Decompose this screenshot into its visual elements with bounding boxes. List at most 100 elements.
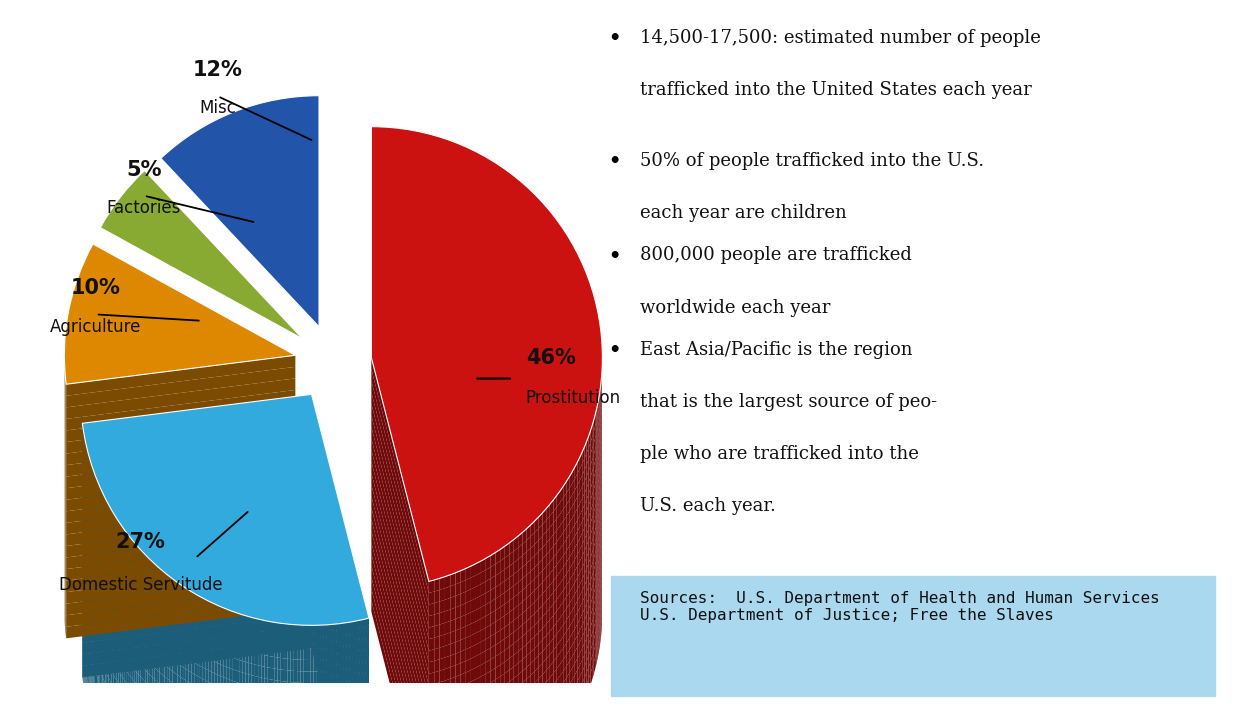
Polygon shape xyxy=(186,634,189,647)
Polygon shape xyxy=(252,618,255,630)
Polygon shape xyxy=(154,679,157,693)
Polygon shape xyxy=(239,613,242,626)
Polygon shape xyxy=(575,693,578,710)
Polygon shape xyxy=(439,669,445,682)
Polygon shape xyxy=(307,648,310,660)
Polygon shape xyxy=(104,553,105,568)
Polygon shape xyxy=(363,711,365,724)
Polygon shape xyxy=(227,702,230,714)
Polygon shape xyxy=(450,700,455,713)
Polygon shape xyxy=(149,560,152,573)
Polygon shape xyxy=(445,702,450,716)
Polygon shape xyxy=(527,663,531,679)
Polygon shape xyxy=(175,708,178,721)
Polygon shape xyxy=(100,498,101,513)
Polygon shape xyxy=(589,547,590,563)
Polygon shape xyxy=(104,518,105,533)
Polygon shape xyxy=(146,636,148,650)
Polygon shape xyxy=(111,660,114,675)
Polygon shape xyxy=(130,618,132,632)
Polygon shape xyxy=(518,637,522,652)
Polygon shape xyxy=(206,715,209,725)
Polygon shape xyxy=(347,668,349,681)
Polygon shape xyxy=(589,500,590,518)
Polygon shape xyxy=(569,657,573,674)
Polygon shape xyxy=(183,667,186,681)
Polygon shape xyxy=(580,660,582,676)
Polygon shape xyxy=(578,492,580,508)
Polygon shape xyxy=(180,631,183,644)
Polygon shape xyxy=(230,680,233,692)
Polygon shape xyxy=(553,530,557,546)
Polygon shape xyxy=(200,712,202,725)
Polygon shape xyxy=(137,579,138,594)
Polygon shape xyxy=(100,533,101,547)
Polygon shape xyxy=(97,561,99,576)
Polygon shape xyxy=(349,703,353,715)
Polygon shape xyxy=(135,554,137,568)
Polygon shape xyxy=(589,674,590,690)
Polygon shape xyxy=(522,645,527,660)
Polygon shape xyxy=(114,547,115,562)
Polygon shape xyxy=(586,621,589,638)
Polygon shape xyxy=(122,689,125,703)
Polygon shape xyxy=(550,569,553,585)
Polygon shape xyxy=(371,427,429,662)
Polygon shape xyxy=(455,617,460,631)
Polygon shape xyxy=(547,550,550,566)
Polygon shape xyxy=(159,626,162,639)
Polygon shape xyxy=(197,722,200,725)
Polygon shape xyxy=(110,715,111,725)
Polygon shape xyxy=(543,636,547,652)
Polygon shape xyxy=(173,579,175,592)
Polygon shape xyxy=(543,589,547,605)
Polygon shape xyxy=(550,581,553,597)
Polygon shape xyxy=(143,714,146,725)
Polygon shape xyxy=(595,502,596,519)
Polygon shape xyxy=(573,513,575,530)
Polygon shape xyxy=(117,542,118,556)
Polygon shape xyxy=(471,679,476,693)
Polygon shape xyxy=(557,537,560,553)
Polygon shape xyxy=(569,484,573,500)
Polygon shape xyxy=(527,698,531,713)
Polygon shape xyxy=(481,662,486,676)
Polygon shape xyxy=(363,700,365,712)
Polygon shape xyxy=(110,692,111,706)
Polygon shape xyxy=(175,696,178,710)
Polygon shape xyxy=(107,663,109,678)
Polygon shape xyxy=(115,620,117,634)
Polygon shape xyxy=(67,390,295,431)
Polygon shape xyxy=(500,546,505,561)
Polygon shape xyxy=(118,568,121,581)
Polygon shape xyxy=(513,697,518,713)
Polygon shape xyxy=(180,700,183,713)
Polygon shape xyxy=(154,599,157,613)
Polygon shape xyxy=(590,507,592,523)
Polygon shape xyxy=(138,559,141,573)
Polygon shape xyxy=(522,702,527,717)
Polygon shape xyxy=(455,663,460,676)
Polygon shape xyxy=(471,563,476,578)
Polygon shape xyxy=(148,615,149,629)
Polygon shape xyxy=(100,718,101,725)
Text: Factories: Factories xyxy=(106,199,181,217)
Polygon shape xyxy=(539,652,543,667)
Polygon shape xyxy=(439,716,445,725)
Polygon shape xyxy=(104,634,105,649)
Polygon shape xyxy=(111,695,114,709)
Polygon shape xyxy=(100,568,101,582)
Polygon shape xyxy=(246,627,248,639)
Polygon shape xyxy=(527,687,531,702)
Polygon shape xyxy=(553,518,557,534)
Polygon shape xyxy=(141,700,143,714)
Polygon shape xyxy=(563,551,566,567)
Polygon shape xyxy=(534,644,539,660)
Polygon shape xyxy=(83,394,311,435)
Polygon shape xyxy=(560,671,563,687)
Polygon shape xyxy=(117,565,118,579)
Polygon shape xyxy=(115,724,117,725)
Polygon shape xyxy=(128,604,130,618)
Polygon shape xyxy=(455,629,460,642)
Polygon shape xyxy=(550,674,553,689)
